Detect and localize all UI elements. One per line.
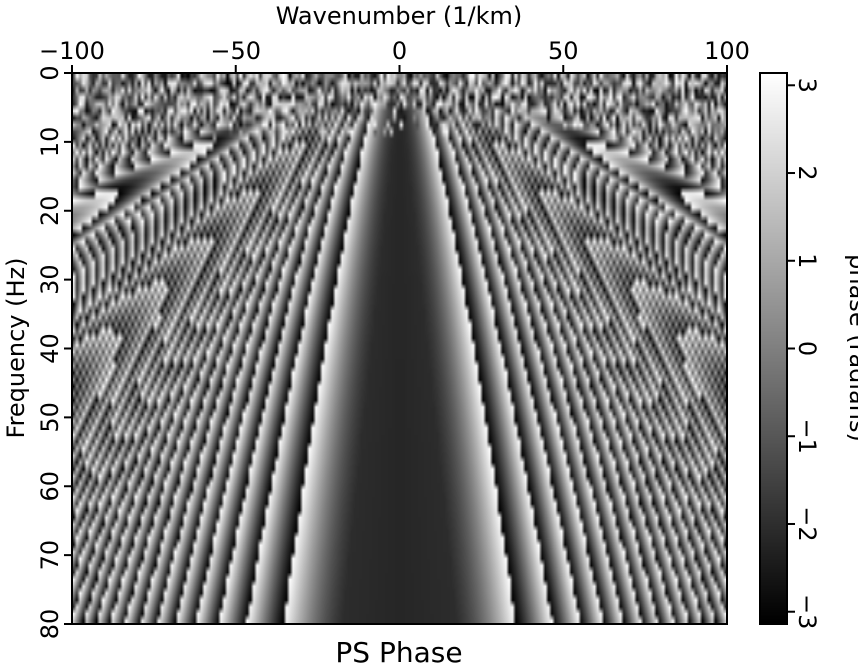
y-tick-label: 40 <box>36 333 64 364</box>
y-tick-label: 60 <box>36 471 64 502</box>
colorbar-title: phase (radians) <box>844 254 858 442</box>
x-tick-label: −50 <box>210 37 261 65</box>
x-axis-title: Wavenumber (1/km) <box>276 2 523 30</box>
colorbar-gradient <box>760 73 787 624</box>
y-tick-label: 50 <box>36 402 64 433</box>
x-axis-ticks: −100 −50 0 50 100 <box>39 37 750 73</box>
y-axis-title: Frequency (Hz) <box>2 258 30 439</box>
colorbar-tick-label: 0 <box>793 341 821 356</box>
colorbar-tick-label: 1 <box>793 253 821 268</box>
x-tick-label: −100 <box>39 37 105 65</box>
y-tick-label: 70 <box>36 540 64 571</box>
heatmap-layer <box>72 73 727 624</box>
y-tick-label: 30 <box>36 264 64 295</box>
y-axis-ticks: 0 10 20 30 40 50 60 70 80 <box>36 65 72 639</box>
colorbar-tick-label: −1 <box>793 419 821 454</box>
y-tick-label: 20 <box>36 195 64 226</box>
chart-title: PS Phase <box>335 636 462 665</box>
colorbar-ticks: −3 −2 −1 0 1 2 3 <box>787 78 821 629</box>
colorbar-tick-label: −3 <box>793 594 821 629</box>
colorbar-tick-label: 2 <box>793 165 821 180</box>
colorbar: −3 −2 −1 0 1 2 3 <box>759 72 821 629</box>
y-tick-label: 0 <box>36 65 64 80</box>
colorbar-tick-label: 3 <box>793 78 821 93</box>
x-tick-label: 0 <box>392 37 407 65</box>
y-tick-label: 80 <box>36 609 64 640</box>
y-tick-label: 10 <box>36 127 64 158</box>
x-tick-label: 50 <box>548 37 579 65</box>
colorbar-tick-label: −2 <box>793 506 821 541</box>
x-tick-label: 100 <box>704 37 750 65</box>
phase-heatmap-image <box>72 73 727 624</box>
